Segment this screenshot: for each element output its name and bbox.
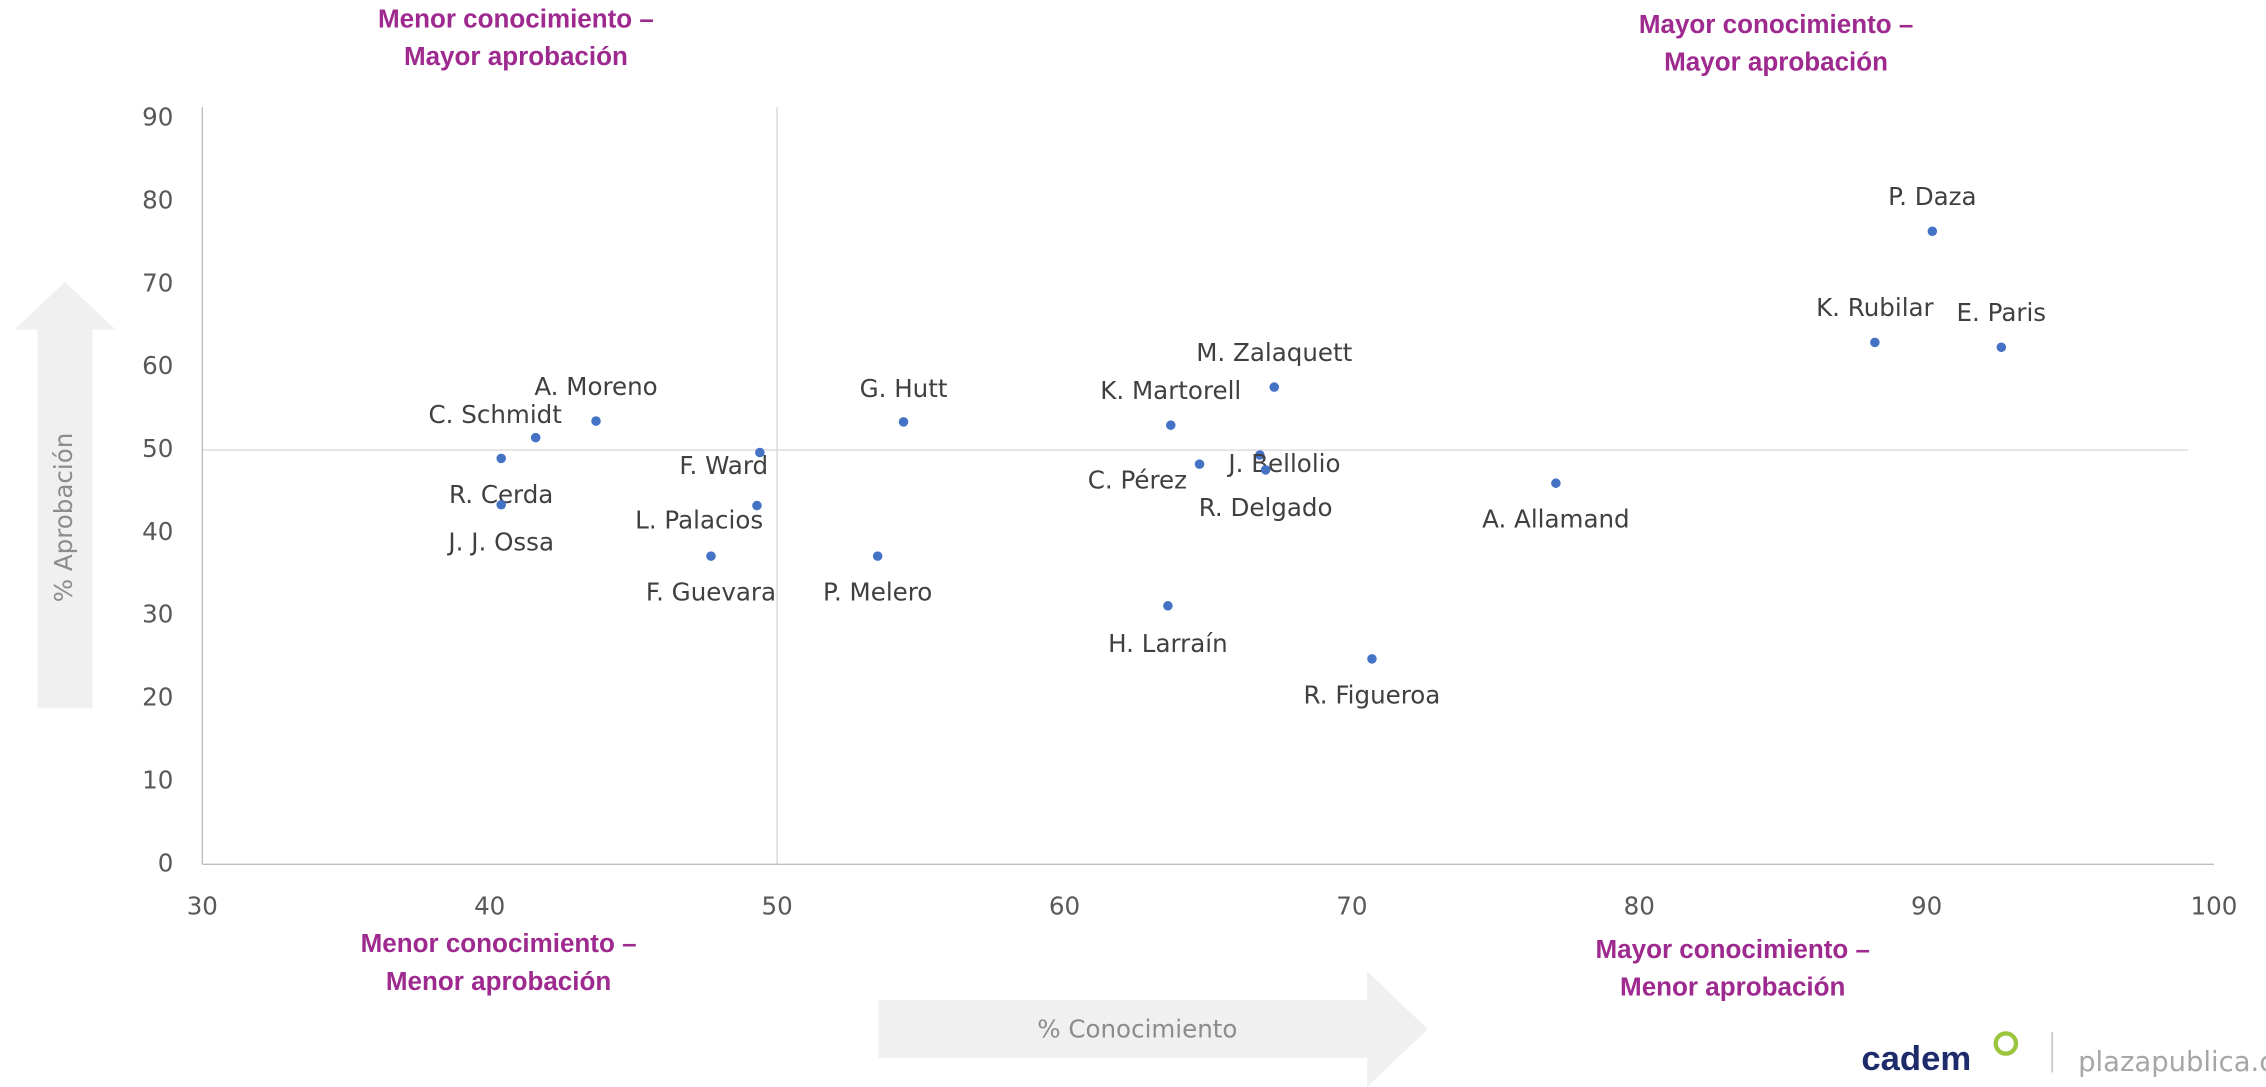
point xyxy=(1163,601,1173,611)
point-label: F. Ward xyxy=(679,451,768,480)
x-tick-label: 50 xyxy=(761,892,792,921)
x-tick-label: 90 xyxy=(1911,892,1942,921)
x-tick-label: 70 xyxy=(1336,892,1367,921)
point xyxy=(1927,226,1938,237)
y-tick-label: 10 xyxy=(142,765,173,794)
point-label: R. Delgado xyxy=(1199,493,1333,522)
point-label: H. Larraín xyxy=(1108,629,1228,658)
site: plazapublica.c xyxy=(2078,1047,2266,1078)
point xyxy=(496,453,506,464)
x-tick-label: 40 xyxy=(474,892,505,921)
point xyxy=(898,417,909,427)
y-tick-label: 20 xyxy=(142,683,173,712)
point-label: K. Martorell xyxy=(1100,376,1241,405)
point-label: C. Pérez xyxy=(1088,465,1187,494)
point-label: P. Melero xyxy=(823,578,932,607)
logo-dot xyxy=(1993,1031,2019,1056)
quadrant-label: Mayor conocimiento – Menor aprobación xyxy=(1595,934,1870,1002)
x-tick-label: 30 xyxy=(187,892,218,921)
y-axis-label: % Aprobación xyxy=(49,433,78,603)
y-tick-label: 80 xyxy=(142,185,173,214)
point-label: R. Figueroa xyxy=(1304,680,1441,709)
quadrant-label: Menor conocimiento – Menor aprobación xyxy=(361,928,637,996)
point-label: C. Schmidt xyxy=(429,400,563,429)
x-tick-label: 60 xyxy=(1049,892,1080,921)
point xyxy=(1367,654,1377,664)
point-label: K. Rubilar xyxy=(1816,293,1934,322)
x-tick-label: 80 xyxy=(1624,892,1655,921)
point xyxy=(1166,420,1176,430)
point-label: A. Allamand xyxy=(1482,505,1630,534)
x-arrow xyxy=(878,971,1428,1087)
point-label: E. Paris xyxy=(1957,298,2047,327)
quadrant-label: Mayor conocimiento – Mayor aprobación xyxy=(1639,9,1914,77)
point-label: J. J. Ossa xyxy=(446,528,554,557)
point-label: A. Moreno xyxy=(534,372,657,401)
point xyxy=(755,447,765,458)
y-tick-label: 40 xyxy=(142,517,173,546)
point xyxy=(706,551,716,561)
quadrant-label: Menor conocimiento – Mayor aprobación xyxy=(378,3,654,71)
point xyxy=(1551,478,1561,488)
point xyxy=(1269,382,1280,392)
point xyxy=(1255,450,1265,460)
logo: cadem xyxy=(1861,1040,1971,1078)
point xyxy=(1996,342,2007,353)
point xyxy=(591,416,601,426)
x-axis-label: % Conocimiento xyxy=(1037,1015,1237,1044)
y-tick-label: 90 xyxy=(142,103,173,132)
y-tick-label: 0 xyxy=(158,848,174,877)
point xyxy=(1870,337,1880,348)
point-label: M. Zalaquett xyxy=(1196,338,1352,367)
point xyxy=(872,551,883,561)
y-tick-label: 50 xyxy=(142,434,173,463)
point xyxy=(496,499,506,510)
point-label: F. Guevara xyxy=(646,578,776,607)
point xyxy=(1194,459,1205,469)
y-tick-label: 60 xyxy=(142,351,173,380)
point xyxy=(1260,465,1271,475)
point-label: G. Hutt xyxy=(860,374,948,403)
point-label: L. Palacios xyxy=(635,505,763,534)
x-tick-label: 100 xyxy=(2191,892,2238,921)
y-tick-label: 30 xyxy=(142,600,173,629)
y-tick-label: 70 xyxy=(142,268,173,297)
point-label: P. Daza xyxy=(1888,182,1976,211)
point xyxy=(530,432,541,443)
point xyxy=(752,500,762,511)
y-arrow xyxy=(14,281,116,709)
point-label: J. Bellolio xyxy=(1226,449,1340,478)
